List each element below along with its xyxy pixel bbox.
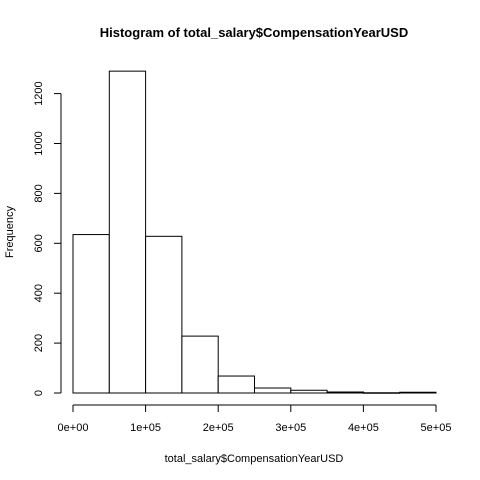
chart-title: Histogram of total_salary$CompensationYe… bbox=[100, 25, 408, 40]
histogram-bar-3 bbox=[181, 335, 219, 394]
x-tick-label-1: 1e+05 bbox=[130, 422, 161, 434]
histogram-bar-7 bbox=[326, 391, 364, 394]
x-tick-label-0: 0e+00 bbox=[58, 422, 89, 434]
y-tick-label-0: 0 bbox=[33, 390, 45, 396]
x-tick-label-2: 2e+05 bbox=[203, 422, 234, 434]
histogram-bar-2 bbox=[145, 235, 183, 394]
x-axis: 0e+00 1e+05 2e+05 3e+05 4e+05 5e+05 bbox=[58, 404, 452, 434]
histogram-bar-1 bbox=[108, 70, 147, 394]
y-tick-label-3: 600 bbox=[33, 234, 45, 252]
x-tick-label-3: 3e+05 bbox=[275, 422, 306, 434]
histogram-bar-8 bbox=[362, 392, 401, 394]
histogram-bar-5 bbox=[254, 387, 292, 394]
y-tick-label-6: 1200 bbox=[33, 81, 45, 105]
y-tick-label-2: 400 bbox=[33, 284, 45, 302]
y-axis: 0 200 400 600 800 1000 1200 bbox=[33, 81, 62, 396]
y-tick-label-1: 200 bbox=[33, 334, 45, 352]
histogram-bar-0 bbox=[72, 234, 110, 394]
x-tick-label-4: 4e+05 bbox=[348, 422, 379, 434]
x-tick-label-5: 5e+05 bbox=[421, 422, 452, 434]
histogram-bar-6 bbox=[290, 389, 328, 394]
y-axis-label: Frequency bbox=[4, 206, 16, 258]
y-tick-label-4: 800 bbox=[33, 184, 45, 202]
y-tick-label-5: 1000 bbox=[33, 131, 45, 155]
bars-group bbox=[72, 70, 437, 394]
histogram-bar-9 bbox=[399, 391, 437, 394]
x-axis-label: total_salary$CompensationYearUSD bbox=[165, 453, 344, 465]
histogram-bar-4 bbox=[217, 375, 255, 394]
